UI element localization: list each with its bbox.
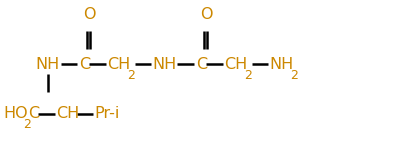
Text: CH: CH bbox=[56, 106, 79, 121]
Text: NH: NH bbox=[36, 57, 60, 72]
Text: 2: 2 bbox=[244, 69, 252, 82]
Text: C: C bbox=[196, 57, 207, 72]
Text: 2: 2 bbox=[23, 118, 31, 131]
Text: C: C bbox=[28, 106, 39, 121]
Text: HO: HO bbox=[3, 106, 28, 121]
Text: CH: CH bbox=[224, 57, 247, 72]
Text: NH: NH bbox=[269, 57, 294, 72]
Text: O: O bbox=[200, 7, 212, 21]
Text: 2: 2 bbox=[127, 69, 135, 82]
Text: C: C bbox=[79, 57, 90, 72]
Text: Pr-i: Pr-i bbox=[95, 106, 120, 121]
Text: O: O bbox=[83, 7, 95, 21]
Text: 2: 2 bbox=[290, 69, 298, 82]
Text: NH: NH bbox=[153, 57, 177, 72]
Text: CH: CH bbox=[107, 57, 130, 72]
